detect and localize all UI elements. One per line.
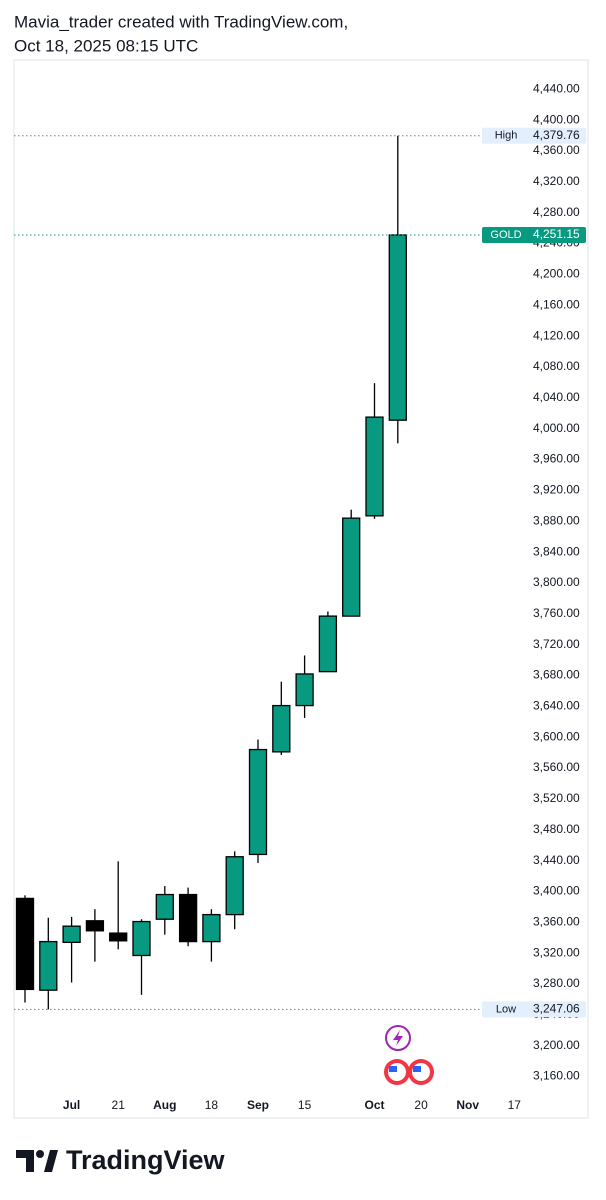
y-tick-label: 3,640.00 <box>533 699 580 713</box>
event-icon <box>389 1066 397 1072</box>
price-line-value: 3,247.06 <box>533 1002 580 1016</box>
y-tick-label: 3,680.00 <box>533 668 580 682</box>
y-tick-label: 3,160.00 <box>533 1069 580 1083</box>
y-tick-label: 4,440.00 <box>533 81 580 95</box>
x-tick-label: 21 <box>112 1098 126 1112</box>
y-tick-label: 3,440.00 <box>533 853 580 867</box>
price-line-value: 4,379.76 <box>533 128 580 142</box>
candle-body <box>109 932 128 942</box>
event-icon <box>413 1066 421 1072</box>
header-line: Oct 18, 2025 08:15 UTC <box>14 36 198 55</box>
candle-body <box>248 748 268 856</box>
brand: TradingView <box>66 1145 226 1175</box>
y-tick-label: 3,360.00 <box>533 914 580 928</box>
x-tick-label: Oct <box>364 1098 384 1112</box>
y-tick-label: 4,280.00 <box>533 205 580 219</box>
candle-body <box>295 673 314 707</box>
candle-body <box>225 856 244 916</box>
x-tick-label: 17 <box>508 1098 522 1112</box>
y-tick-label: 3,760.00 <box>533 606 580 620</box>
candle-body <box>318 615 338 673</box>
y-tick-label: 3,520.00 <box>533 791 580 805</box>
y-tick-label: 4,000.00 <box>533 421 580 435</box>
y-tick-label: 3,200.00 <box>533 1038 580 1052</box>
candle-body <box>85 920 105 932</box>
logo: TradingView <box>16 1145 226 1175</box>
y-tick-label: 4,120.00 <box>533 328 580 342</box>
price-line-value: 4,251.15 <box>533 227 580 241</box>
y-tick-label: 3,400.00 <box>533 884 580 898</box>
candle-body <box>202 913 221 943</box>
x-tick-label: Nov <box>456 1098 479 1112</box>
logo-mark <box>16 1150 34 1172</box>
y-tick-label: 3,560.00 <box>533 760 580 774</box>
candle-body <box>178 893 198 943</box>
candle-body <box>272 704 291 753</box>
candle-body <box>62 925 81 944</box>
y-tick-label: 3,280.00 <box>533 976 580 990</box>
candle-body <box>342 517 361 617</box>
price-line-tag <box>482 127 586 144</box>
price-line-tag <box>482 226 586 243</box>
candle-body <box>388 234 407 421</box>
header-line: Mavia_trader created with TradingView.co… <box>14 12 348 31</box>
logo-mark <box>44 1150 58 1172</box>
y-tick-label: 4,160.00 <box>533 297 580 311</box>
candle-body <box>132 920 151 957</box>
price-line-name: GOLD <box>490 229 521 241</box>
x-tick-label: Jul <box>63 1098 80 1112</box>
candle-body <box>365 416 384 517</box>
x-tick-label: 15 <box>298 1098 312 1112</box>
y-tick-label: 3,880.00 <box>533 513 580 527</box>
y-tick-label: 3,920.00 <box>533 483 580 497</box>
y-tick-label: 4,080.00 <box>533 359 580 373</box>
plot: 4,440.00 4,400.00 4,360.00 4,320.00 4,280.00… <box>14 81 586 1112</box>
candle-body <box>155 893 174 920</box>
y-tick-label: 4,040.00 <box>533 390 580 404</box>
x-tick-label: 18 <box>205 1098 219 1112</box>
y-tick-label: 3,960.00 <box>533 452 580 466</box>
x-tick-label: 20 <box>414 1098 428 1112</box>
y-tick-label: 4,320.00 <box>533 174 580 188</box>
y-tick-label: 3,840.00 <box>533 544 580 558</box>
y-tick-label: 3,720.00 <box>533 637 580 651</box>
x-tick-label: Aug <box>153 1098 176 1112</box>
y-tick-label: 3,480.00 <box>533 822 580 836</box>
logo-mark <box>36 1150 44 1158</box>
candle-body <box>15 897 35 991</box>
y-tick-label: 4,200.00 <box>533 267 580 281</box>
y-tick-label: 4,400.00 <box>533 112 580 126</box>
price-line-name: Low <box>496 1003 516 1015</box>
y-tick-label: 3,600.00 <box>533 729 580 743</box>
y-tick-label: 3,320.00 <box>533 945 580 959</box>
event-icon <box>393 1030 403 1046</box>
y-tick-label: 3,800.00 <box>533 575 580 589</box>
x-tick-label: Sep <box>247 1098 269 1112</box>
candle-body <box>39 940 58 991</box>
price-line-name: High <box>495 130 518 142</box>
price-line-tag <box>482 1001 586 1018</box>
chart-frame <box>13 59 589 1119</box>
y-tick-label: 4,360.00 <box>533 143 580 157</box>
event-icons <box>384 1025 434 1085</box>
